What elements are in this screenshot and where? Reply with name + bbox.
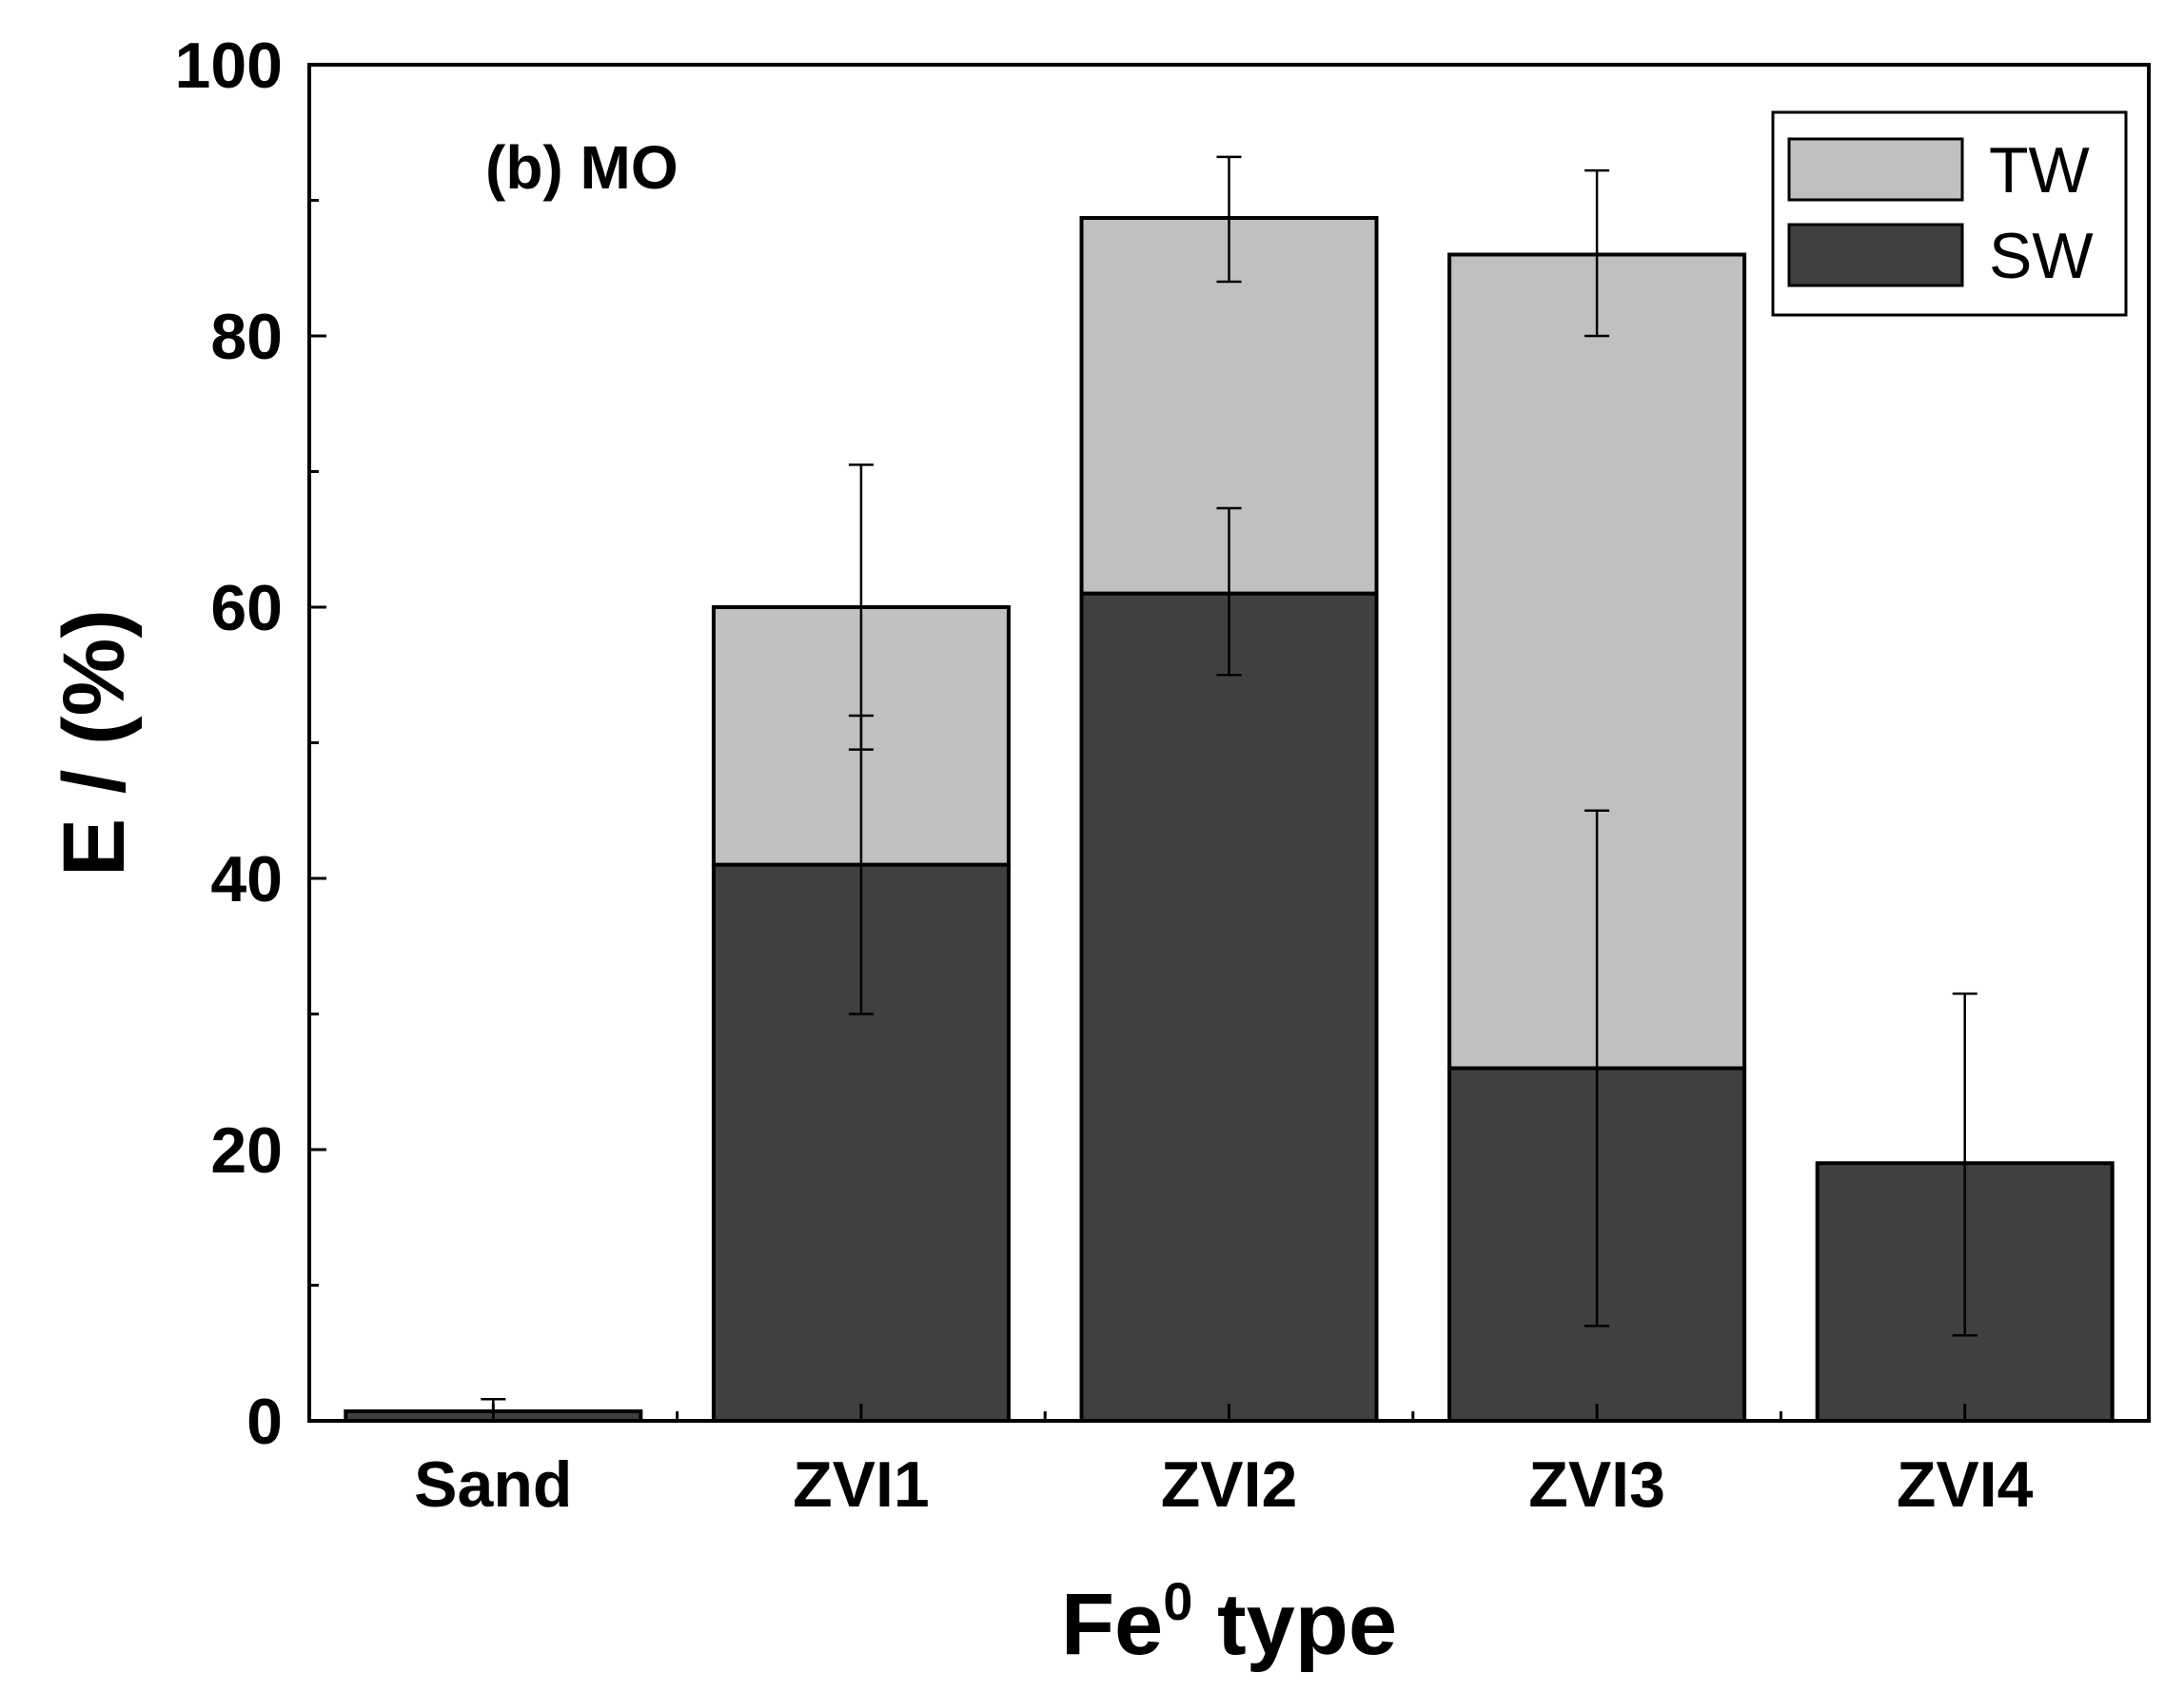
x-axis-title: Fe0 type	[1061, 1571, 1397, 1673]
legend: TW SW	[1771, 110, 2128, 317]
legend-swatch-sw	[1787, 223, 1964, 287]
x-axis-title-prefix: Fe	[1061, 1576, 1163, 1673]
panel-label: (b) MO	[485, 133, 679, 202]
plot-marks	[344, 155, 2115, 1424]
y-tick-label: 0	[246, 1386, 283, 1458]
x-axis-ticks: Sand ZVI1 ZVI2 ZVI3 ZVI4	[414, 1404, 2034, 1521]
error-bar-tw-zvi3	[1584, 168, 1610, 338]
y-tick-label: 100	[175, 30, 283, 102]
y-tick-label: 80	[210, 301, 283, 373]
y-axis-ticks: 0 20 40 60 80 100	[175, 30, 326, 1458]
x-axis-title-suffix: type	[1192, 1576, 1397, 1673]
x-tick-label: ZVI4	[1897, 1448, 2034, 1521]
legend-label-tw: TW	[1989, 134, 2090, 207]
error-bar-tw-zvi1	[848, 463, 874, 751]
x-tick-label: ZVI3	[1528, 1448, 1665, 1521]
x-axis-title-superscript: 0	[1163, 1571, 1192, 1631]
error-bar-sw-zvi3	[1584, 809, 1610, 1328]
y-tick-label: 20	[210, 1114, 283, 1187]
legend-label-sw: SW	[1989, 220, 2094, 292]
error-bar-sw-zvi4	[1952, 992, 1977, 1337]
error-bar-tw-zvi2	[1216, 155, 1242, 284]
y-tick-label: 60	[210, 572, 283, 644]
x-tick-label: Sand	[414, 1448, 572, 1521]
legend-swatch-tw	[1787, 137, 1964, 202]
x-tick-label: ZVI2	[1161, 1448, 1298, 1521]
y-axis-title: E / (%)	[46, 609, 143, 876]
y-tick-label: 40	[210, 843, 283, 915]
plot-frame	[307, 63, 2151, 1423]
x-tick-label: ZVI1	[793, 1448, 930, 1521]
bar-sw-zvi2	[1079, 591, 1379, 1423]
error-bar-sw-zvi2	[1216, 506, 1242, 677]
